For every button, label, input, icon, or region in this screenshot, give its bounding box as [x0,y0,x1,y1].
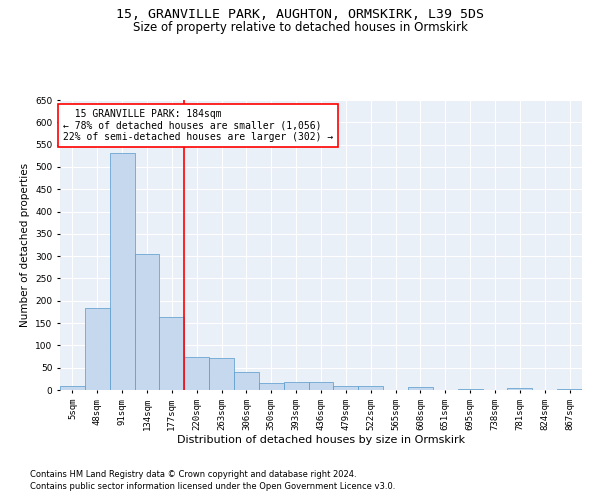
Bar [334,386,358,390]
Bar [408,388,433,390]
Bar [508,388,532,390]
Bar [160,318,184,390]
Text: Size of property relative to detached houses in Ormskirk: Size of property relative to detached ho… [133,21,467,34]
Bar [458,388,482,390]
Bar [308,382,334,390]
Bar [110,152,134,390]
Bar [184,358,209,390]
Bar [209,358,234,390]
Bar [557,388,582,390]
Y-axis label: Number of detached properties: Number of detached properties [20,163,29,327]
Bar [259,384,284,390]
Bar [234,372,259,390]
Bar [134,254,160,390]
X-axis label: Distribution of detached houses by size in Ormskirk: Distribution of detached houses by size … [177,436,465,446]
Text: 15, GRANVILLE PARK, AUGHTON, ORMSKIRK, L39 5DS: 15, GRANVILLE PARK, AUGHTON, ORMSKIRK, L… [116,8,484,20]
Bar [60,386,85,390]
Text: 15 GRANVILLE PARK: 184sqm
← 78% of detached houses are smaller (1,056)
22% of se: 15 GRANVILLE PARK: 184sqm ← 78% of detac… [62,108,333,142]
Text: Contains HM Land Registry data © Crown copyright and database right 2024.: Contains HM Land Registry data © Crown c… [30,470,356,479]
Bar [85,308,110,390]
Bar [358,386,383,390]
Bar [284,382,308,390]
Text: Contains public sector information licensed under the Open Government Licence v3: Contains public sector information licen… [30,482,395,491]
